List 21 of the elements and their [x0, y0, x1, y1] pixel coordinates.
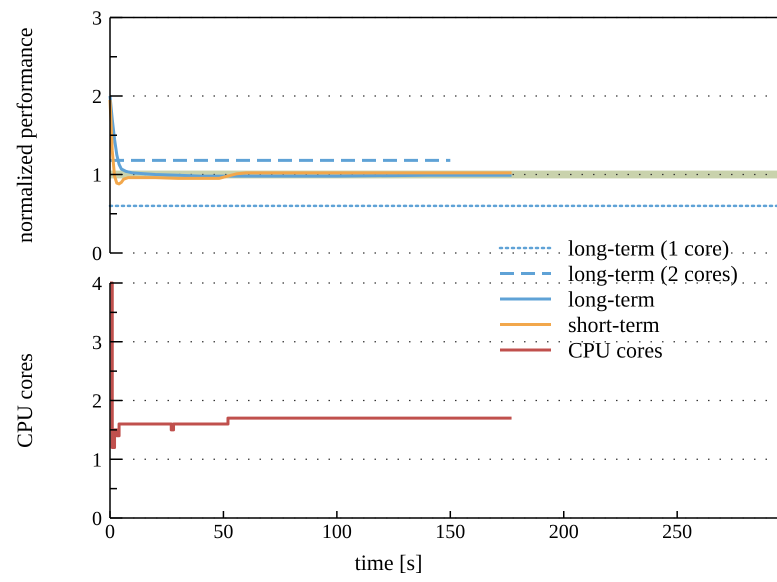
- legend-label: long-term (1 core): [568, 236, 730, 261]
- y-tick-label: 2: [92, 390, 102, 412]
- y-tick-label: 1: [92, 449, 102, 472]
- x-axis-title: time [s]: [354, 550, 422, 575]
- y-tick-label: 4: [92, 273, 102, 295]
- x-tick-label: 200: [548, 521, 579, 543]
- y-axis-title: CPU cores: [12, 353, 37, 448]
- x-tick-label: 50: [213, 521, 234, 543]
- legend-label: short-term: [568, 312, 660, 338]
- legend-label: long-term: [568, 286, 655, 312]
- legend-label: CPU cores: [568, 338, 663, 363]
- y-axis-title: normalized performance: [12, 27, 37, 244]
- y-tick-label: 3: [92, 332, 102, 354]
- legend-label: long-term (2 cores): [568, 261, 738, 286]
- x-tick-label: 150: [435, 521, 466, 543]
- y-tick-label: 0: [92, 243, 102, 265]
- x-tick-label: 100: [322, 521, 352, 543]
- y-tick-label: 1: [92, 164, 102, 186]
- y-tick-label: 3: [92, 8, 102, 30]
- y-tick-label: 2: [92, 86, 102, 108]
- x-tick-label: 250: [662, 521, 692, 543]
